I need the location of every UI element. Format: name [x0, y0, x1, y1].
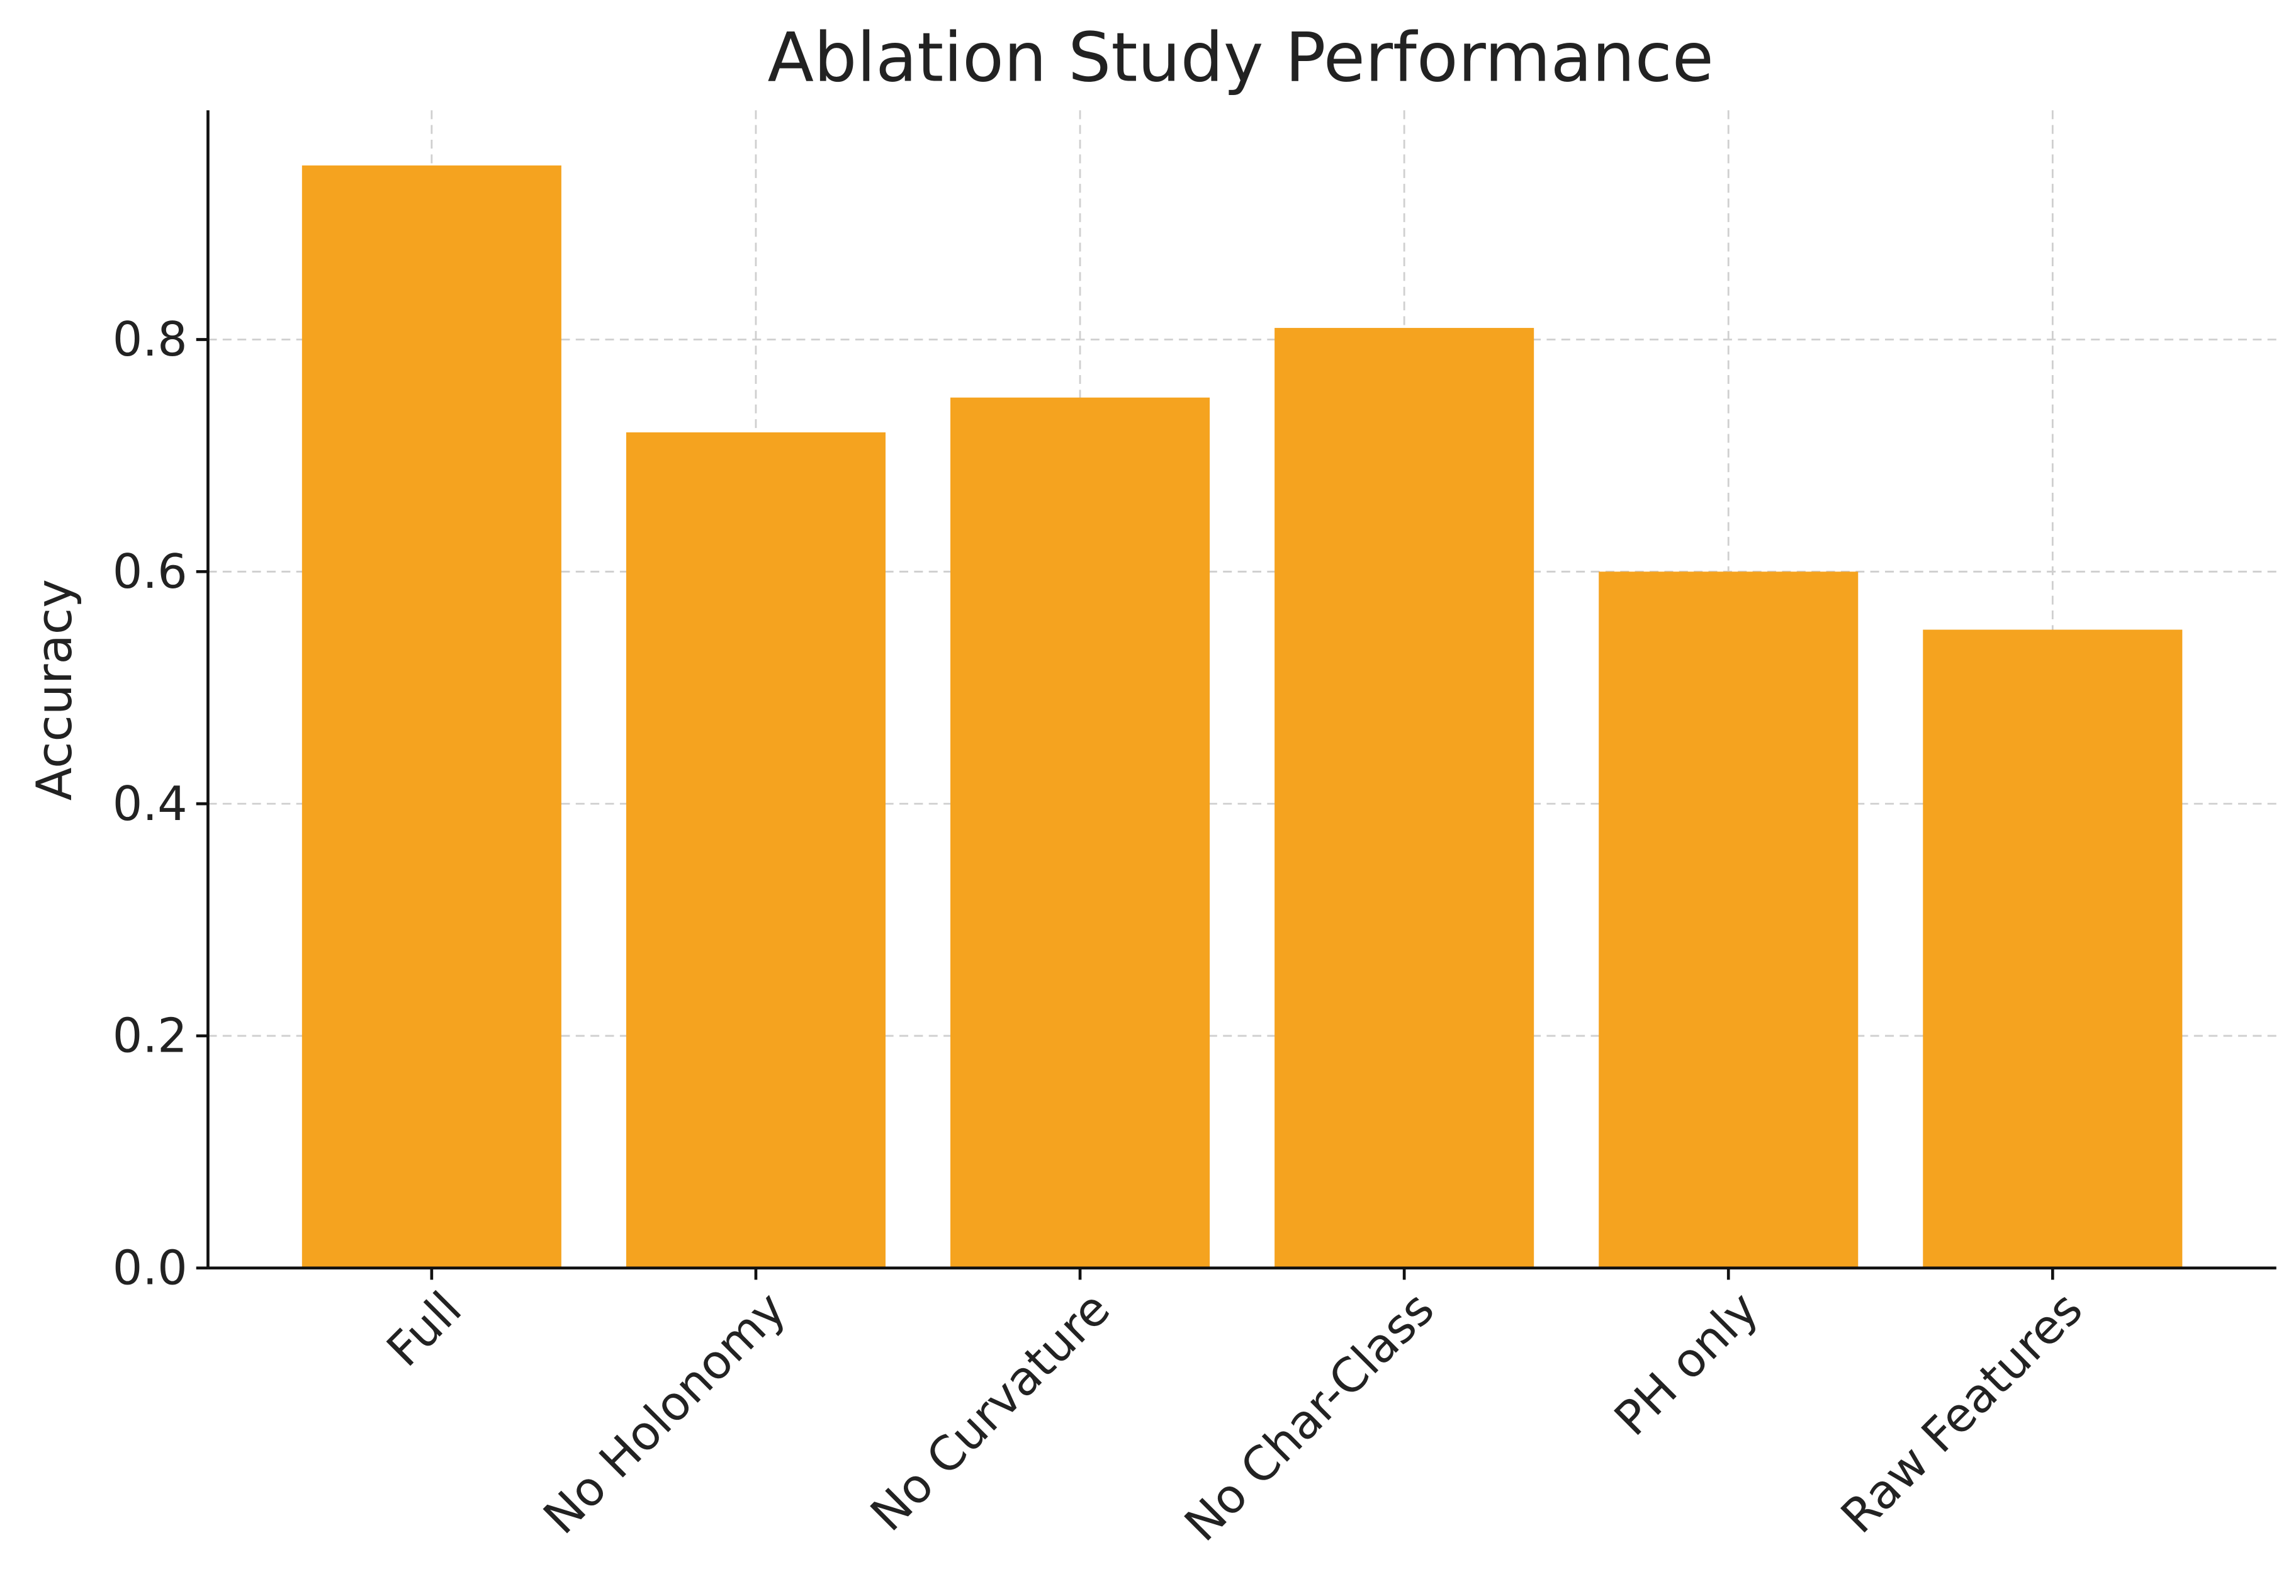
x-tick-label: No Curvature [860, 1281, 1120, 1541]
x-tick-label: PH only [1604, 1281, 1769, 1446]
y-tick-label: 0.6 [113, 544, 188, 599]
bar [1599, 571, 1859, 1268]
y-axis-label: Accuracy [26, 579, 83, 801]
y-tick-label: 0.8 [113, 312, 188, 367]
bar [1923, 629, 2183, 1268]
x-tick-label: No Holonomy [533, 1281, 796, 1544]
chart-title: Ablation Study Performance [768, 19, 1714, 98]
bar [301, 165, 561, 1268]
y-tick-label: 0.0 [113, 1240, 188, 1295]
bar [1275, 328, 1534, 1268]
y-tick-label: 0.4 [113, 777, 188, 831]
x-tick-label: Raw Features [1831, 1281, 2093, 1544]
x-tick-label: No Char-Class [1174, 1281, 1445, 1552]
bar [950, 397, 1210, 1268]
y-tick-label: 0.2 [113, 1009, 188, 1064]
x-tick-label: Full [376, 1281, 472, 1377]
bar [626, 432, 886, 1268]
